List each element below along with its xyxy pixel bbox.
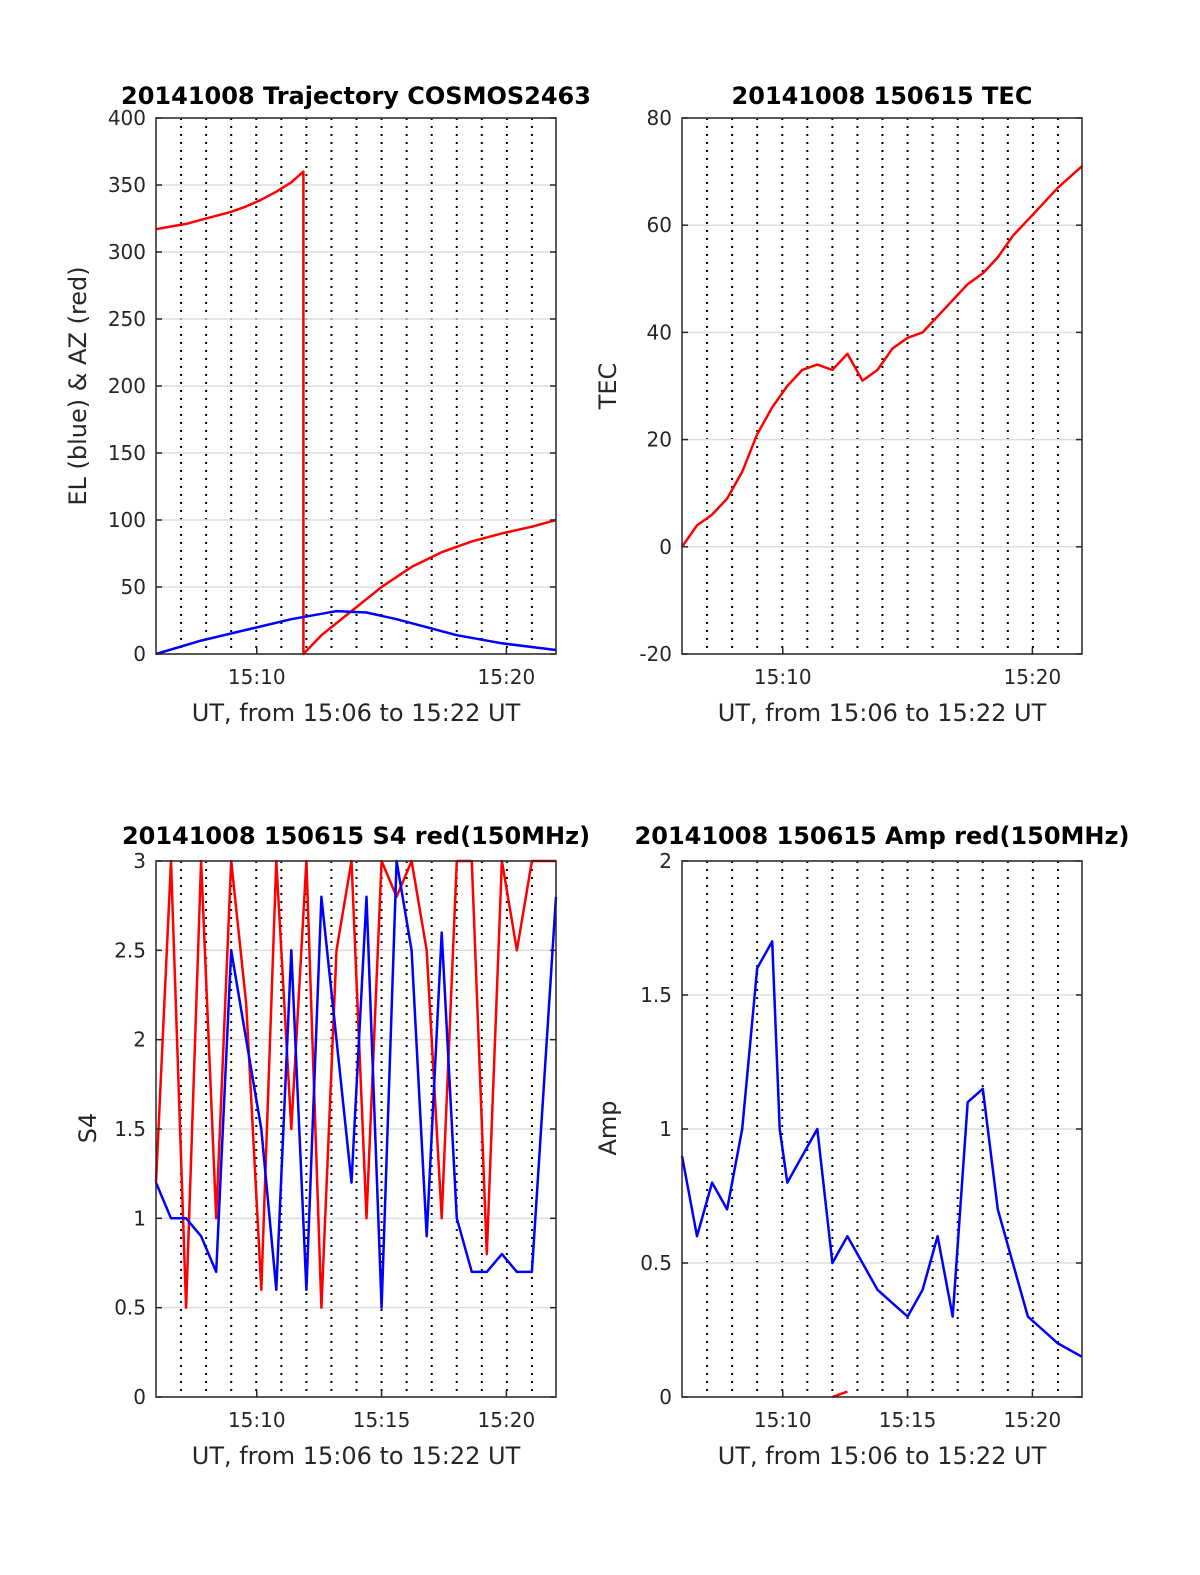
tec-ylabel: TEC: [594, 363, 622, 411]
tec-ytick-label: 80: [647, 106, 672, 130]
trajectory-ytick-label: 300: [108, 240, 146, 264]
amp-plot: 0 0.5 1 1.5 2 15:10 15:15 15:20: [640, 849, 1083, 1432]
amp-xtick-label: 15:20: [1004, 1408, 1062, 1432]
tec-ytick-label: 20: [647, 428, 672, 452]
trajectory-plot: 0 50 100 150 200 250 300 350 400 15:10 15:20: [108, 106, 557, 689]
amp-ylabel: Amp: [594, 1100, 622, 1155]
amp-xtick-label: 15:10: [754, 1408, 812, 1432]
tec-ytick-label: -20: [639, 642, 672, 666]
trajectory-ytick-label: 200: [108, 374, 146, 398]
amp-series-0: [680, 940, 1083, 1358]
amp-xtick-label: 15:15: [879, 1408, 937, 1432]
tec-ytick-label: 60: [647, 213, 672, 237]
s4-ytick-label: 1.5: [114, 1117, 146, 1141]
tec-ytick-label: 0: [659, 535, 672, 559]
s4-ytick-label: 2.5: [114, 938, 146, 962]
tec-plot: -20 0 20 40 60 80 15:10 15:20: [639, 106, 1083, 689]
amp-ytick-label: 1.5: [640, 983, 672, 1007]
s4-ytick-label: 2: [133, 1028, 146, 1052]
trajectory-series-0: [155, 170, 557, 656]
s4-ylabel: S4: [74, 1113, 102, 1144]
tec-series-0: [680, 165, 1083, 548]
trajectory-ytick-label: 350: [108, 173, 146, 197]
amp-ytick-label: 0.5: [640, 1251, 672, 1275]
trajectory-ytick-label: 400: [108, 106, 146, 130]
trajectory-title: 20141008 Trajectory COSMOS2463: [121, 82, 591, 110]
s4-xtick-label: 15:20: [478, 1408, 536, 1432]
trajectory-ytick-label: 100: [108, 508, 146, 532]
tec-xtick-label: 15:10: [754, 665, 812, 689]
s4-ytick-label: 0.5: [114, 1296, 146, 1320]
s4-plot: 0 0.5 1 1.5 2 2.5 3 15:10 15:15 15:20: [114, 849, 558, 1432]
s4-ytick-label: 1: [133, 1206, 146, 1230]
tec-ytick-label: 40: [647, 320, 672, 344]
tec-xtick-label: 15:20: [1004, 665, 1062, 689]
s4-ytick-label: 0: [133, 1385, 146, 1409]
trajectory-ytick-label: 0: [133, 642, 146, 666]
trajectory-series-1: [155, 609, 557, 656]
tec-xlabel: UT, from 15:06 to 15:22 UT: [718, 699, 1047, 727]
amp-ytick-label: 0: [659, 1385, 672, 1409]
s4-xtick-label: 15:10: [228, 1408, 286, 1432]
trajectory-ytick-label: 250: [108, 307, 146, 331]
s4-xlabel: UT, from 15:06 to 15:22 UT: [192, 1442, 521, 1470]
amp-ytick-label: 1: [659, 1117, 672, 1141]
trajectory-ylabel: EL (blue) & AZ (red): [64, 266, 92, 505]
trajectory-xtick-label: 15:10: [228, 665, 286, 689]
amp-ytick-label: 2: [659, 849, 672, 873]
tec-title: 20141008 150615 TEC: [732, 82, 1033, 110]
s4-xtick-label: 15:15: [353, 1408, 411, 1432]
trajectory-ytick-label: 50: [121, 575, 146, 599]
amp-title: 20141008 150615 Amp red(150MHz): [635, 822, 1130, 850]
s4-ytick-label: 3: [133, 849, 146, 873]
s4-title: 20141008 150615 S4 red(150MHz): [122, 822, 590, 850]
amp-series-1: [831, 1390, 848, 1399]
trajectory-xlabel: UT, from 15:06 to 15:22 UT: [192, 699, 521, 727]
s4-series-1: [154, 859, 558, 1309]
trajectory-ytick-label: 150: [108, 441, 146, 465]
amp-xlabel: UT, from 15:06 to 15:22 UT: [718, 1442, 1047, 1470]
tec-axes-frame: [681, 117, 1083, 655]
trajectory-xtick-label: 15:20: [478, 665, 536, 689]
